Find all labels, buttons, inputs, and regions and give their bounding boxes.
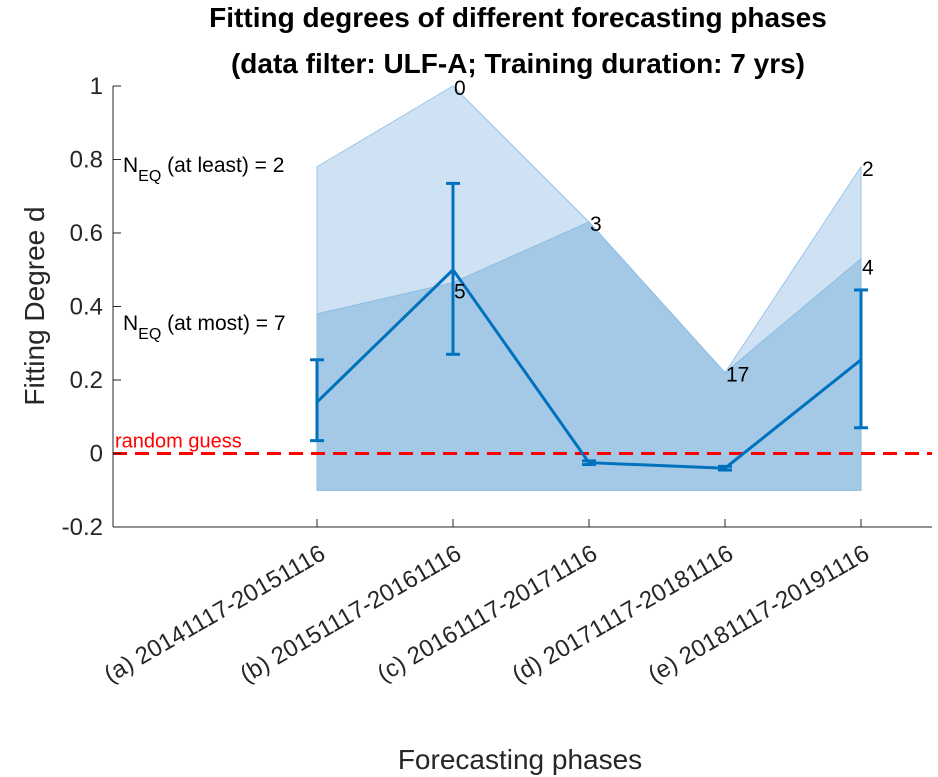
neq-at-least-sub: EQ xyxy=(138,168,161,185)
y-tick-label: 0 xyxy=(90,441,103,468)
upper-band-count-label: 0 xyxy=(454,77,466,100)
x-tick-label: (d) 20171117-20181116 xyxy=(508,540,738,689)
point-labels: 0 3 17 2 5 4 xyxy=(454,77,874,387)
random-guess-reference: random guess xyxy=(113,431,932,455)
neq-at-least-label: NEQ (at least) = 2 xyxy=(123,154,284,185)
upper-band-count-label: 17 xyxy=(726,364,749,387)
lower-band-count-label: 4 xyxy=(862,257,874,280)
y-axis-label: Fitting Degree d xyxy=(19,206,50,405)
y-tick-label: 0.2 xyxy=(70,367,103,394)
x-axis-label: Forecasting phases xyxy=(398,744,642,775)
y-tick-label: -0.2 xyxy=(62,514,103,541)
y-tick-label: 0.8 xyxy=(70,147,103,174)
random-guess-label: random guess xyxy=(115,431,242,453)
y-tick-label: 0.6 xyxy=(70,220,103,247)
x-tick-label: (a) 20141117-20151116 xyxy=(100,540,330,689)
neq-at-most-label: NEQ (at most) = 7 xyxy=(123,312,286,343)
fill-bands xyxy=(316,85,862,491)
neq-at-most-base: N xyxy=(123,312,138,335)
chart-title-line-1: Fitting degrees of different forecasting… xyxy=(209,2,827,33)
chart-title-line-2: (data filter: ULF-A; Training duration: … xyxy=(231,48,805,79)
upper-band-count-label: 3 xyxy=(590,213,602,236)
neq-at-least-base: N xyxy=(123,154,138,177)
neq-at-most-rest: (at most) = 7 xyxy=(161,312,285,335)
x-tick-label: (e) 20181117-20191116 xyxy=(644,540,874,689)
y-tick-label: 1 xyxy=(90,73,103,100)
y-tick-label: 0.4 xyxy=(70,294,103,321)
lower-band-count-label: 5 xyxy=(454,281,466,304)
series-line xyxy=(310,181,868,472)
x-tick-label: (c) 20161117-20171116 xyxy=(373,540,602,688)
neq-at-least-rest: (at least) = 2 xyxy=(161,154,284,177)
x-tick-label: (b) 20151117-20161116 xyxy=(236,540,466,689)
upper-band-count-label: 2 xyxy=(862,158,874,181)
neq-at-most-sub: EQ xyxy=(138,326,161,343)
